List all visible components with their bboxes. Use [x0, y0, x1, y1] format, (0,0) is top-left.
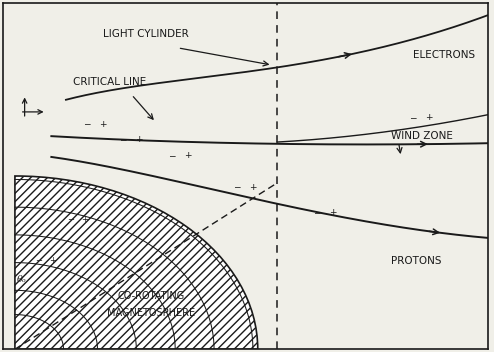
Text: −: −	[35, 256, 42, 265]
Text: CRITICAL LINE: CRITICAL LINE	[73, 77, 146, 87]
Text: θₒ: θₒ	[16, 275, 26, 284]
Text: WIND ZONE: WIND ZONE	[391, 131, 453, 141]
Wedge shape	[15, 176, 258, 349]
Text: −: −	[167, 151, 175, 161]
Text: +: +	[99, 120, 106, 128]
Text: +: +	[49, 256, 56, 265]
Text: −: −	[410, 113, 417, 122]
Text: −: −	[82, 120, 90, 128]
Text: +: +	[249, 183, 257, 191]
Text: LIGHT CYLINDER: LIGHT CYLINDER	[103, 29, 189, 39]
Text: +: +	[81, 215, 88, 224]
Text: −: −	[233, 183, 241, 191]
Text: +: +	[135, 135, 142, 144]
Text: +: +	[184, 151, 191, 161]
Text: −: −	[313, 208, 321, 217]
Text: +: +	[425, 113, 433, 122]
Text: ELECTRONS: ELECTRONS	[413, 50, 475, 60]
Text: −: −	[119, 135, 126, 144]
Text: MAGNETOSPHERE: MAGNETOSPHERE	[107, 308, 195, 318]
Text: CO-ROTATING: CO-ROTATING	[117, 290, 185, 301]
Text: +: +	[329, 208, 337, 217]
Text: −: −	[67, 215, 74, 224]
Text: PROTONS: PROTONS	[391, 256, 442, 266]
